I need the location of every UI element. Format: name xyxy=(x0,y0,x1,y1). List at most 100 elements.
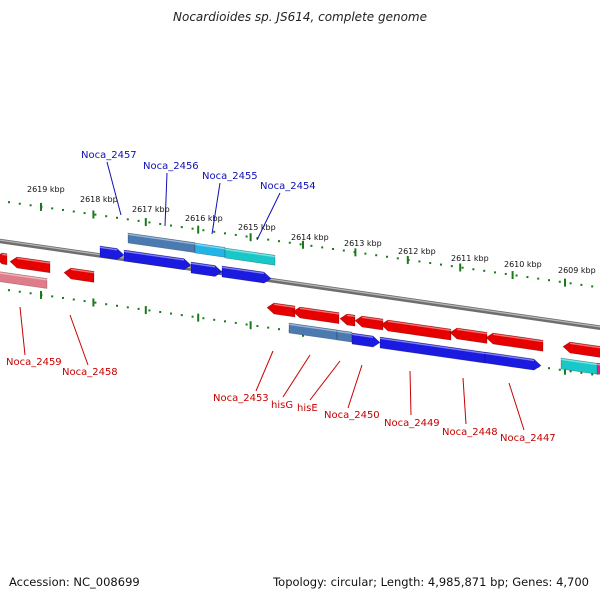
cds-segment xyxy=(194,242,226,258)
minor-tick xyxy=(342,249,345,252)
leader-line xyxy=(309,360,341,401)
minor-tick xyxy=(224,232,226,235)
gene-forward-body xyxy=(99,245,125,260)
gene-reverse-shine xyxy=(456,328,488,335)
leader-line xyxy=(106,161,122,216)
minor-tick xyxy=(8,201,10,204)
minor-tick xyxy=(515,274,518,277)
leader-line xyxy=(347,364,363,409)
minor-tick xyxy=(375,254,378,257)
minor-tick xyxy=(558,280,561,283)
leader-line xyxy=(462,377,467,425)
minor-tick xyxy=(440,263,442,266)
kbp-label: 2616 kbp xyxy=(185,214,223,223)
gene-reverse-body xyxy=(449,327,488,344)
minor-tick xyxy=(569,282,572,285)
gene-label-forward: Noca_2457 xyxy=(81,150,137,161)
gene-reverse-body xyxy=(63,267,95,283)
gene-reverse xyxy=(449,327,488,344)
gene-reverse-shine xyxy=(346,314,356,318)
minor-tick xyxy=(278,328,280,331)
minor-tick xyxy=(267,238,270,241)
cds-segment-shine xyxy=(336,330,353,335)
kbp-label: 2613 kbp xyxy=(344,239,382,248)
accession-text: Accession: NC_008699 xyxy=(9,575,140,589)
minor-tick xyxy=(72,298,75,301)
kbp-label: 2615 kbp xyxy=(238,223,276,232)
gene-label-reverse: Noca_2450 xyxy=(324,410,380,421)
gene-forward-body xyxy=(123,249,192,270)
minor-tick xyxy=(94,213,97,216)
minor-tick xyxy=(396,257,399,260)
gene-label-forward: Noca_2455 xyxy=(202,171,258,182)
gene-label-forward: Noca_2454 xyxy=(260,181,316,192)
gene-forward-long-body xyxy=(379,336,486,364)
minor-tick xyxy=(310,244,313,247)
minor-tick xyxy=(526,276,529,279)
gene-reverse xyxy=(380,319,452,341)
gene-label-reverse: Noca_2453 xyxy=(213,393,269,404)
gene-label-reverse: hisG xyxy=(271,400,293,411)
gene-reverse-pink xyxy=(0,271,48,289)
gene-forward xyxy=(99,245,125,260)
gene-reverse xyxy=(485,332,544,352)
gene-features xyxy=(0,232,600,375)
gene-reverse-body xyxy=(9,256,51,274)
minor-tick xyxy=(548,279,550,282)
gene-forward-shine xyxy=(190,262,216,268)
minor-tick xyxy=(126,306,129,309)
gene-forward-shine xyxy=(99,246,118,251)
gene-reverse-body xyxy=(0,252,8,266)
minor-tick xyxy=(299,243,302,246)
gene-reverse xyxy=(63,267,95,283)
gene-label-reverse: hisE xyxy=(297,403,318,414)
gene-forward-body xyxy=(190,261,223,277)
minor-tick xyxy=(558,368,561,371)
backbone-line xyxy=(0,238,600,330)
minor-tick xyxy=(202,317,205,320)
gene-reverse-body xyxy=(562,341,600,358)
kbp-label: 2610 kbp xyxy=(504,260,542,269)
minor-tick xyxy=(234,233,237,236)
minor-tick xyxy=(548,367,550,370)
gene-reverse-shine xyxy=(1,253,8,256)
kbp-label: 2618 kbp xyxy=(80,195,118,204)
gene-label-forward: Noca_2456 xyxy=(143,161,199,172)
minor-tick xyxy=(288,241,291,244)
minor-tick xyxy=(83,212,86,215)
kbp-label: 2612 kbp xyxy=(398,247,436,256)
gene-reverse-shine xyxy=(569,342,600,349)
cds-segment xyxy=(224,247,276,266)
cds-segment xyxy=(127,232,196,254)
gene-forward-long xyxy=(379,336,486,364)
gene-forward-body xyxy=(351,332,381,348)
minor-tick xyxy=(569,370,572,373)
minor-tick xyxy=(29,292,32,295)
cds-segment-shine xyxy=(560,358,599,366)
minor-tick xyxy=(224,320,226,323)
minor-tick xyxy=(29,204,32,207)
kbp-label: 2619 kbp xyxy=(27,185,65,194)
gene-reverse xyxy=(292,306,340,324)
minor-tick xyxy=(170,312,172,315)
gene-reverse-pink-body xyxy=(0,271,48,289)
leader-line xyxy=(409,370,412,416)
gene-reverse-body xyxy=(292,306,340,324)
kbp-label: 2611 kbp xyxy=(451,254,489,263)
minor-tick xyxy=(504,272,507,275)
minor-tick xyxy=(537,277,540,280)
gene-forward xyxy=(221,265,272,284)
minor-tick xyxy=(213,318,216,321)
gene-reverse-body xyxy=(354,315,384,331)
minor-tick xyxy=(170,224,172,227)
minor-tick xyxy=(137,307,140,310)
gene-reverse-body xyxy=(485,332,544,352)
minor-tick xyxy=(472,268,475,271)
leader-line xyxy=(255,350,274,392)
minor-tick xyxy=(18,290,21,293)
minor-tick xyxy=(18,202,21,205)
gene-reverse-shine xyxy=(387,320,452,332)
minor-tick xyxy=(418,260,421,263)
leader-line xyxy=(508,382,525,431)
